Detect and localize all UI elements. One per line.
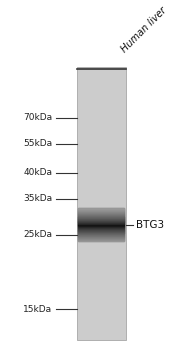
Bar [78, 222, 124, 223]
Bar [78, 239, 124, 240]
Bar [77, 67, 126, 340]
Bar [78, 228, 124, 229]
Text: 40kDa: 40kDa [23, 168, 52, 177]
Bar [78, 223, 124, 224]
Bar [78, 216, 124, 217]
Bar [78, 216, 124, 217]
Bar [78, 210, 124, 211]
Bar [78, 225, 124, 226]
Bar [78, 236, 124, 237]
Bar [78, 230, 124, 231]
Bar [78, 232, 124, 233]
Bar [78, 229, 124, 230]
Bar [78, 218, 124, 219]
Bar [78, 219, 124, 220]
Bar [78, 226, 124, 227]
Bar [78, 212, 124, 213]
Bar [78, 239, 124, 240]
Bar [78, 232, 124, 233]
Bar [78, 229, 124, 230]
Bar [78, 227, 124, 228]
Bar [78, 230, 124, 231]
Bar [78, 238, 124, 239]
Bar [78, 237, 124, 238]
Bar [78, 224, 124, 225]
Bar [78, 217, 124, 218]
Bar [78, 215, 124, 216]
Bar [78, 236, 124, 237]
Bar [78, 209, 124, 210]
Text: 25kDa: 25kDa [23, 230, 52, 239]
Bar [78, 209, 124, 210]
Text: 15kDa: 15kDa [23, 305, 52, 314]
Bar [78, 210, 124, 211]
Bar [78, 223, 124, 224]
Bar [78, 227, 124, 228]
Bar [78, 222, 124, 223]
Bar [78, 234, 124, 236]
Bar [78, 215, 124, 216]
Bar [78, 235, 124, 236]
Bar [78, 218, 124, 219]
Bar [78, 233, 124, 234]
Bar [78, 221, 124, 222]
Bar [78, 215, 124, 216]
Bar [78, 214, 124, 215]
Bar [78, 233, 124, 234]
Bar [78, 238, 124, 239]
Bar [78, 237, 124, 238]
Bar [78, 225, 124, 226]
Bar [78, 212, 124, 214]
Bar [78, 213, 124, 214]
Bar [78, 214, 124, 215]
Bar [78, 231, 124, 232]
Text: Human liver: Human liver [120, 5, 169, 54]
Bar [78, 240, 124, 241]
Bar [78, 224, 124, 225]
Bar [78, 212, 124, 213]
Text: 35kDa: 35kDa [23, 194, 52, 203]
Bar [78, 225, 124, 226]
Bar [78, 220, 124, 221]
Bar [78, 240, 124, 241]
Bar [78, 220, 124, 221]
Bar [78, 228, 124, 229]
Bar [78, 230, 124, 231]
Bar [78, 231, 124, 232]
Bar [78, 226, 124, 227]
Bar [78, 219, 124, 220]
Text: 55kDa: 55kDa [23, 139, 52, 148]
Text: BTG3: BTG3 [136, 220, 165, 230]
Bar [78, 234, 124, 235]
Bar [78, 208, 124, 209]
Bar [78, 211, 124, 212]
Bar [78, 235, 124, 236]
Text: 70kDa: 70kDa [23, 113, 52, 122]
Bar [78, 221, 124, 222]
Bar [78, 211, 124, 212]
Bar [78, 217, 124, 218]
